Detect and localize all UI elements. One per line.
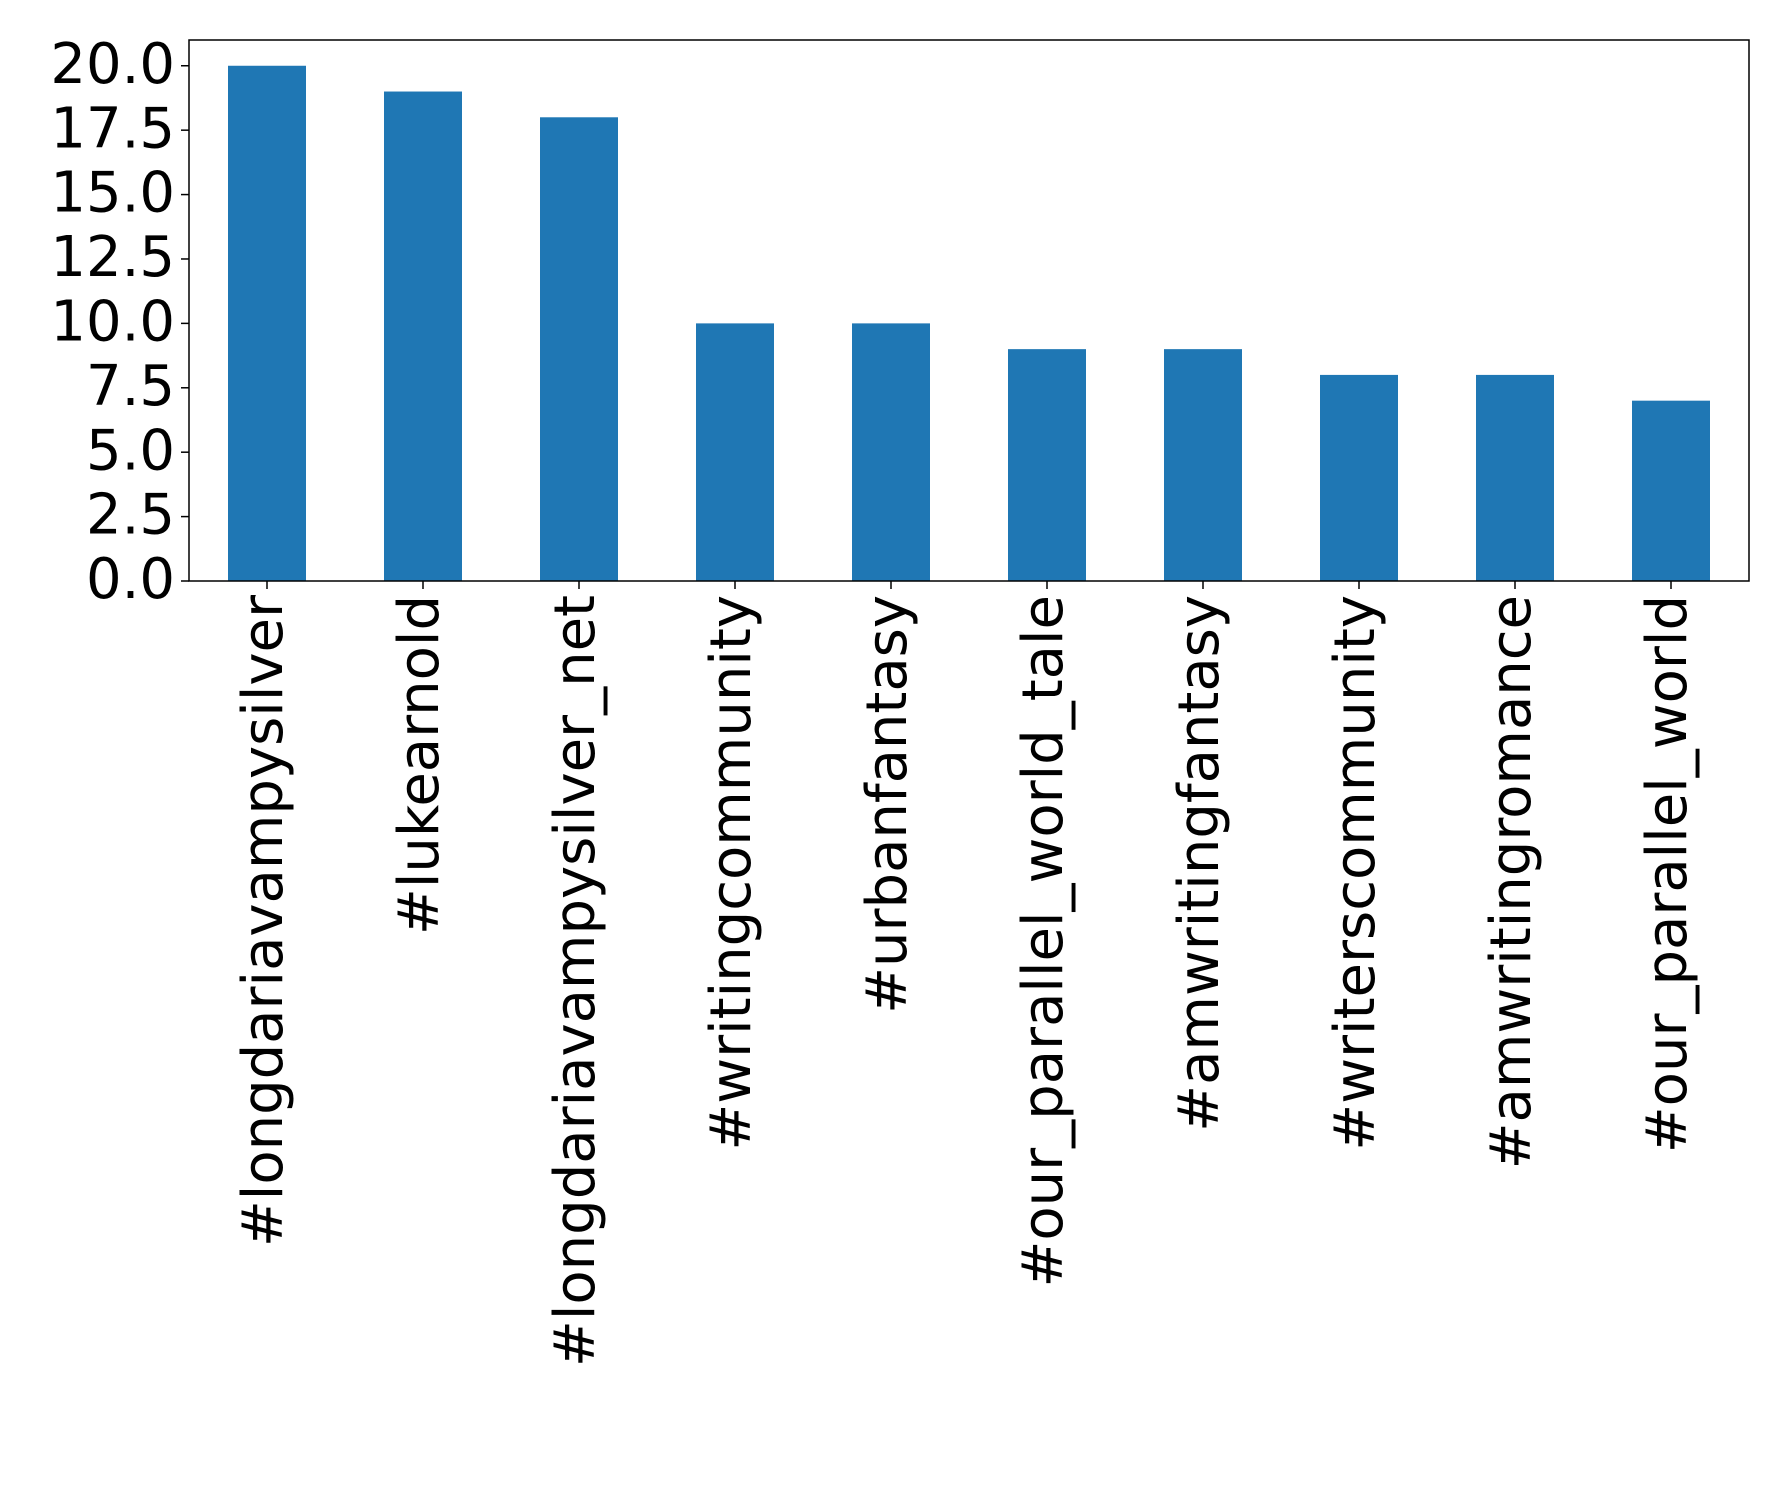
bar bbox=[1476, 374, 1554, 581]
y-tick-label: 7.5 bbox=[86, 354, 175, 419]
y-tick-label: 12.5 bbox=[50, 225, 175, 290]
x-tick-label: #urbanfantasy bbox=[855, 595, 920, 1014]
bar bbox=[228, 65, 306, 581]
y-tick-label: 0.0 bbox=[86, 547, 175, 612]
x-tick-label: #amwritingromance bbox=[1479, 595, 1544, 1169]
x-tick-label: #longdariavampysilver_net bbox=[543, 595, 608, 1367]
x-tick-label: #writingcommunity bbox=[699, 595, 764, 1151]
x-tick-label: #lukearnold bbox=[387, 595, 452, 935]
x-tick-label: #our_parallel_world bbox=[1635, 595, 1700, 1153]
bar bbox=[384, 91, 462, 582]
x-tick-label: #amwritingfantasy bbox=[1167, 595, 1232, 1132]
bar bbox=[1320, 374, 1398, 581]
bar bbox=[1164, 349, 1242, 581]
y-tick-label: 15.0 bbox=[50, 161, 175, 226]
x-tick-label: #our_parallel_world_tale bbox=[1011, 595, 1076, 1288]
y-tick-label: 20.0 bbox=[50, 32, 175, 97]
y-tick-label: 2.5 bbox=[86, 483, 175, 548]
bar bbox=[1632, 400, 1710, 581]
plot-frame bbox=[188, 39, 1750, 582]
x-tick-label: #writerscommunity bbox=[1323, 595, 1388, 1151]
y-tick-label: 5.0 bbox=[86, 418, 175, 483]
bar bbox=[1008, 349, 1086, 581]
bar bbox=[696, 323, 774, 581]
x-tick-label: #longdariavampysilver bbox=[231, 594, 296, 1247]
y-tick-label: 10.0 bbox=[50, 290, 175, 355]
y-tick-label: 17.5 bbox=[50, 96, 175, 161]
bar bbox=[852, 323, 930, 581]
bar bbox=[540, 117, 618, 582]
